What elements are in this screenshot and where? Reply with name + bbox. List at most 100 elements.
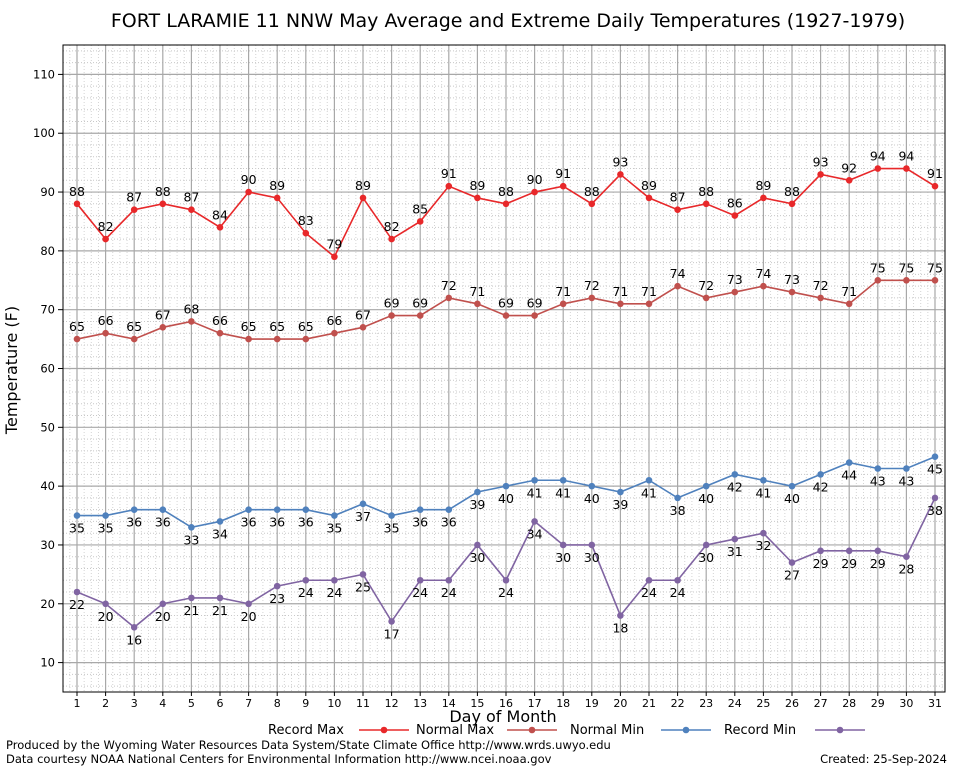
normal-max-data-label: 71 [469, 284, 485, 299]
record-min-point [102, 600, 109, 608]
normal-max-point [874, 276, 882, 284]
record-max-point [388, 235, 395, 243]
normal-min-point [645, 476, 653, 484]
series: 88 82 87 88 87 84 90 89 83 79 89 82 85 91 89 88 90 91 88 93… [69, 149, 943, 648]
record-min-point [474, 541, 481, 549]
record-max-data-label: 88 [584, 184, 600, 199]
record-max-point [73, 200, 81, 208]
normal-max-data-label: 73 [727, 272, 743, 287]
record-min-point [130, 624, 138, 631]
record-max-point [731, 212, 739, 219]
record-max-point [445, 182, 453, 190]
normal-min-point [845, 459, 853, 466]
record-max-data-label: 88 [498, 184, 514, 199]
record-min-point [760, 529, 767, 537]
y-tick-label: 100 [33, 126, 55, 140]
normal-max-point [817, 294, 824, 302]
normal-min-point [731, 471, 739, 478]
record-min-data-label: 31 [727, 544, 743, 559]
normal-min-data-label: 34 [212, 526, 228, 541]
normal-min-point [73, 512, 81, 519]
record-min-point [588, 541, 596, 549]
y-tick-label: 80 [40, 244, 55, 258]
record-min-point [502, 576, 510, 584]
record-min-data-label: 32 [755, 538, 771, 553]
normal-max-point [760, 282, 767, 290]
normal-min-point [617, 488, 624, 496]
normal-min-point [702, 482, 710, 490]
normal-min-data-label: 35 [69, 521, 85, 536]
normal-min-point [159, 506, 167, 513]
record-min-series: 22 20 16 20 21 21 20 23 24 24 25 17 24 24 30 24 34 30 30 18… [69, 494, 943, 647]
normal-min-data-label: 39 [612, 497, 628, 512]
record-max-point [645, 194, 653, 202]
normal-min-point [416, 506, 424, 513]
record-max-data-label: 90 [241, 172, 257, 187]
normal-max-point [903, 276, 910, 284]
record-min-point [216, 594, 224, 602]
record-max-point [188, 206, 195, 213]
record-min-point [731, 535, 739, 543]
record-min-point [845, 547, 853, 555]
record-max-data-label: 84 [212, 207, 228, 222]
x-tick-label: 13 [413, 697, 427, 710]
x-tick-label: 7 [245, 697, 252, 710]
normal-min-point [674, 494, 681, 502]
record-max-data-label: 94 [898, 149, 914, 164]
normal-max-point [188, 318, 195, 325]
credit-line-2: Data courtesy NOAA National Centers for … [6, 752, 552, 766]
normal-max-data-label: 69 [527, 296, 543, 311]
y-tick-label: 60 [40, 362, 55, 376]
normal-min-data-label: 42 [813, 479, 829, 494]
record-max-data-label: 89 [755, 178, 771, 193]
normal-min-point [760, 476, 767, 484]
record-max-point [245, 188, 252, 196]
legend-marker [836, 726, 844, 734]
normal-min-data-label: 41 [641, 485, 657, 500]
normal-max-data-label: 65 [269, 319, 285, 334]
x-tick-label: 24 [728, 697, 742, 710]
record-max-point [102, 235, 109, 243]
x-tick-label: 17 [528, 697, 542, 710]
record-max-point [474, 194, 481, 202]
record-max-point [903, 165, 910, 172]
x-tick-label: 8 [274, 697, 281, 710]
normal-min-point [216, 518, 224, 525]
normal-max-data-label: 75 [870, 260, 886, 275]
record-max-data-label: 88 [69, 184, 85, 199]
normal-min-data-label: 40 [584, 491, 600, 506]
normal-min-data-label: 36 [298, 515, 314, 530]
normal-max-data-label: 71 [841, 284, 857, 299]
legend-label: Record Min [724, 723, 796, 738]
record-max-data-label: 93 [612, 154, 628, 169]
normal-max-point [216, 329, 224, 337]
normal-max-point [702, 294, 710, 302]
normal-min-point [445, 506, 453, 513]
record-max-data-label: 79 [326, 237, 342, 252]
normal-min-data-label: 43 [870, 473, 886, 488]
normal-max-point [531, 312, 538, 319]
normal-max-point [731, 288, 739, 296]
record-min-data-label: 21 [212, 603, 228, 618]
record-max-data-label: 91 [927, 166, 943, 181]
record-max-data-label: 88 [155, 184, 171, 199]
normal-min-data-label: 36 [126, 515, 142, 530]
record-min-data-label: 20 [155, 609, 171, 624]
y-tick-label: 20 [40, 597, 55, 611]
x-tick-label: 6 [217, 697, 224, 710]
normal-min-point [388, 512, 395, 519]
record-min-point [302, 576, 310, 584]
record-min-point [388, 618, 395, 625]
record-min-data-label: 38 [927, 503, 943, 518]
record-max-point [674, 206, 681, 213]
record-max-data-label: 92 [841, 160, 857, 175]
record-min-point [331, 576, 338, 584]
record-max-point [817, 171, 824, 178]
record-min-data-label: 21 [183, 603, 199, 618]
record-min-point [73, 588, 81, 596]
record-max-point [216, 224, 224, 231]
legend-item-normal-max: Normal Max [416, 723, 557, 738]
normal-max-data-label: 74 [670, 266, 686, 281]
normal-max-point [273, 335, 281, 343]
legend-marker [528, 726, 536, 734]
